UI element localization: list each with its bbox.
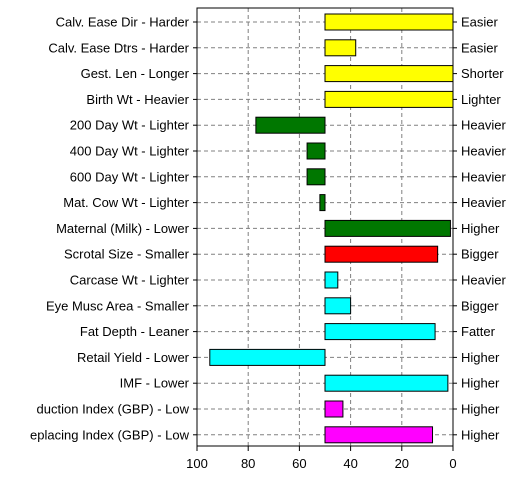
- left-trait-label: Gest. Len - Longer: [81, 66, 190, 81]
- left-trait-label: Calv. Ease Dtrs - Harder: [48, 40, 189, 55]
- right-trait-label: Higher: [461, 427, 500, 442]
- bar: [324, 39, 357, 57]
- x-tick-label: 60: [292, 456, 306, 471]
- right-trait-label: Higher: [461, 376, 500, 391]
- right-trait-label: Lighter: [461, 92, 501, 107]
- right-trait-label: Heavier: [461, 273, 506, 288]
- bar: [324, 297, 352, 315]
- left-trait-label: Mat. Cow Wt - Lighter: [63, 195, 189, 210]
- x-tick-label: 80: [241, 456, 255, 471]
- right-trait-label: Higher: [461, 221, 500, 236]
- left-trait-label: 600 Day Wt - Lighter: [70, 169, 190, 184]
- bar: [209, 348, 326, 366]
- left-trait-label: Fat Depth - Leaner: [80, 324, 190, 339]
- left-trait-label: Retail Yield - Lower: [77, 350, 190, 365]
- right-trait-label: Heavier: [461, 144, 506, 159]
- x-tick-label: 20: [395, 456, 409, 471]
- left-trait-label: Carcase Wt - Lighter: [70, 273, 190, 288]
- bar: [324, 400, 344, 418]
- right-trait-label: Heavier: [461, 118, 506, 133]
- plot-frame: [196, 7, 454, 447]
- right-trait-label: Easier: [461, 15, 499, 30]
- bar: [324, 271, 339, 289]
- bar: [324, 90, 454, 108]
- left-trait-label: Calv. Ease Dir - Harder: [56, 15, 190, 30]
- bar: [306, 142, 326, 160]
- right-trait-label: Shorter: [461, 66, 504, 81]
- bar: [324, 323, 436, 341]
- left-trait-label: eplacing Index (GBP) - Low: [30, 427, 190, 442]
- bar: [306, 168, 326, 186]
- left-trait-label: 400 Day Wt - Lighter: [70, 144, 190, 159]
- bar: [324, 65, 454, 83]
- left-trait-label: IMF - Lower: [120, 376, 190, 391]
- left-trait-label: Maternal (Milk) - Lower: [56, 221, 190, 236]
- left-trait-label: duction Index (GBP) - Low: [37, 402, 190, 417]
- bar: [319, 194, 326, 212]
- right-trait-label: Higher: [461, 350, 500, 365]
- bar: [324, 13, 454, 31]
- right-trait-label: Higher: [461, 402, 500, 417]
- bar: [324, 245, 439, 263]
- left-trait-label: Birth Wt - Heavier: [86, 92, 189, 107]
- right-trait-label: Bigger: [461, 298, 499, 313]
- bar: [324, 219, 451, 237]
- right-trait-label: Bigger: [461, 247, 499, 262]
- right-trait-label: Heavier: [461, 195, 506, 210]
- x-tick-label: 0: [449, 456, 456, 471]
- bar: [324, 426, 434, 444]
- x-tick-label: 100: [186, 456, 208, 471]
- right-trait-label: Easier: [461, 40, 499, 55]
- x-tick-label: 40: [343, 456, 357, 471]
- left-trait-label: 200 Day Wt - Lighter: [70, 118, 190, 133]
- right-trait-label: Fatter: [461, 324, 496, 339]
- bar: [255, 116, 326, 134]
- left-trait-label: Eye Musc Area - Smaller: [46, 298, 190, 313]
- bar: [324, 374, 449, 392]
- left-trait-label: Scrotal Size - Smaller: [64, 247, 190, 262]
- right-trait-label: Heavier: [461, 169, 506, 184]
